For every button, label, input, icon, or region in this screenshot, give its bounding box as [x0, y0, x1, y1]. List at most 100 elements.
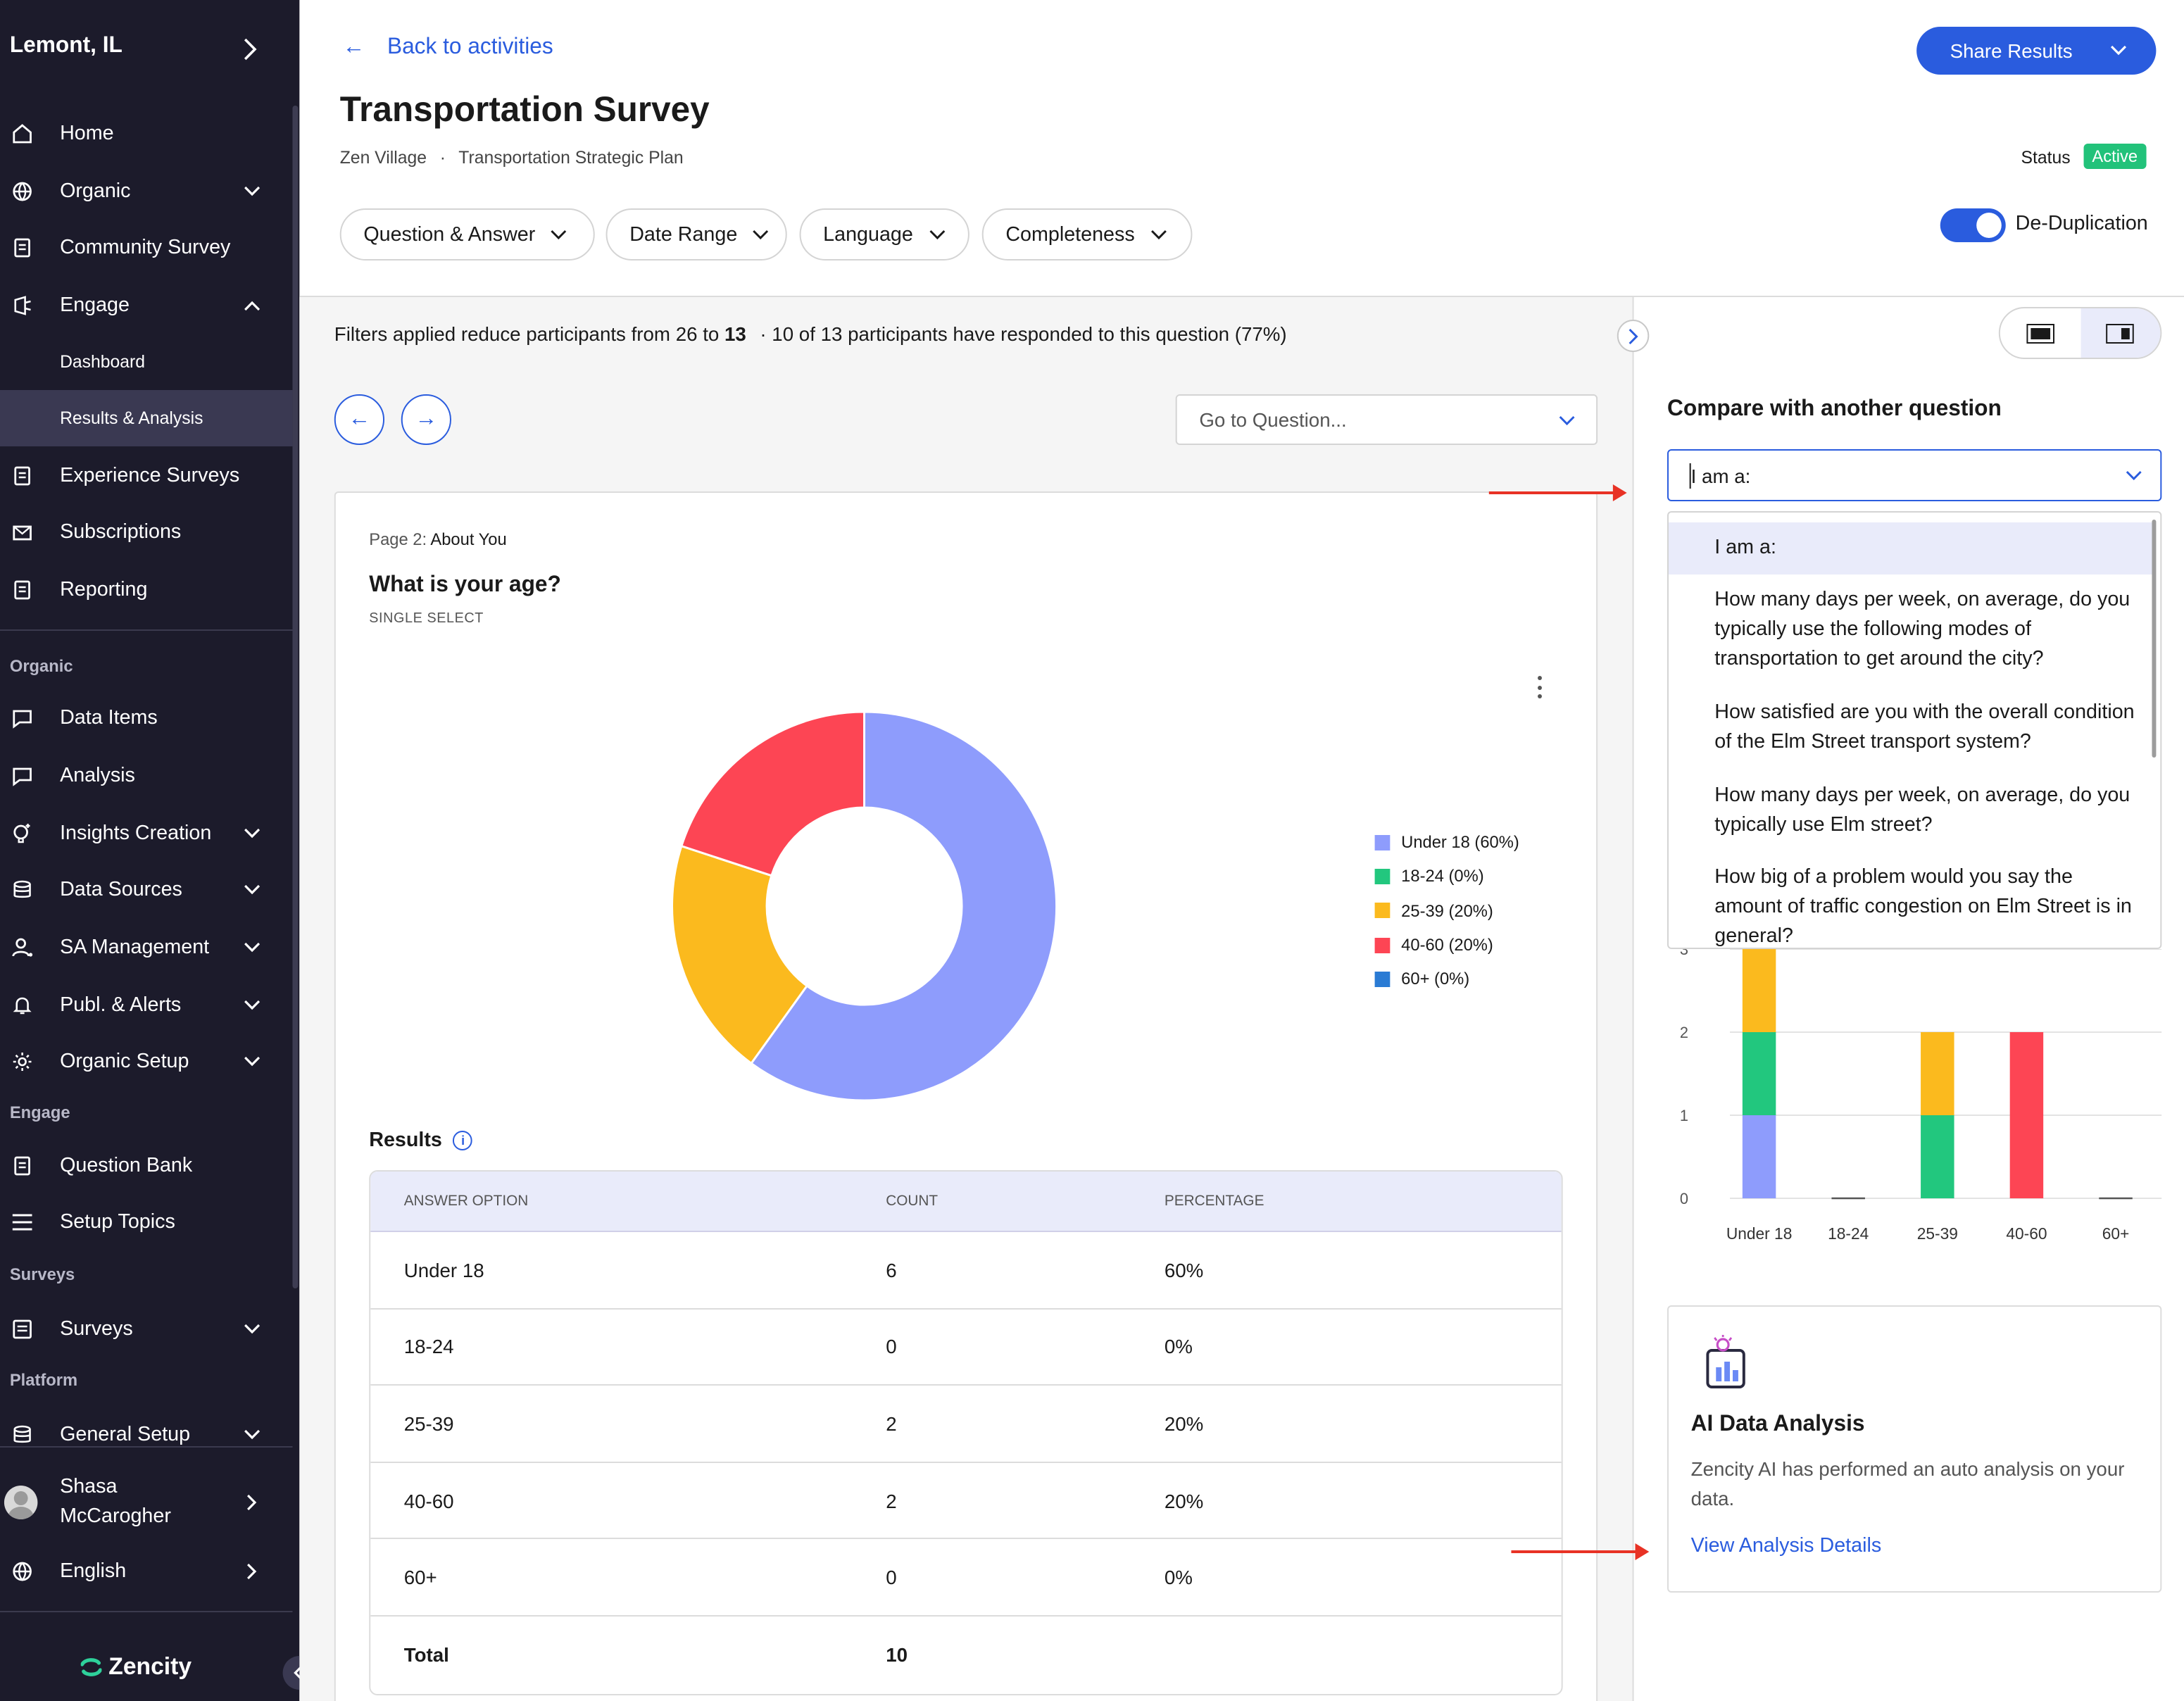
y-tick-label: 2 — [1680, 1024, 1688, 1041]
list-icon — [12, 1214, 32, 1231]
back-label: Back to activities — [387, 35, 553, 59]
go-to-question-select[interactable]: Go to Question... — [1175, 394, 1598, 445]
bar-segment — [1742, 1115, 1776, 1198]
sidebar-item-label: Community Survey — [60, 237, 231, 259]
sidebar-item-organic[interactable]: Organic — [0, 163, 292, 220]
sidebar-item-reporting[interactable]: Reporting — [0, 562, 292, 618]
more-options-icon[interactable] — [1535, 676, 1543, 698]
column-header: COUNT — [886, 1193, 939, 1210]
dropdown-option[interactable]: I am a: — [1669, 522, 2154, 575]
sidebar-item-label: Analysis — [60, 765, 135, 787]
sidebar-item-insights-creation[interactable]: Insights Creation — [0, 805, 292, 862]
sidebar-item-dashboard[interactable]: Dashboard — [60, 352, 146, 372]
zencity-logo-icon — [80, 1658, 102, 1676]
location-name[interactable]: Lemont, IL — [9, 34, 123, 58]
y-tick-label: 1 — [1680, 1107, 1688, 1124]
sidebar-item-setup-topics[interactable]: Setup Topics — [0, 1194, 292, 1250]
legend-item[interactable]: 18-24 (0%) — [1374, 860, 1519, 894]
sidebar-item-data-sources[interactable]: Data Sources — [0, 862, 292, 918]
section-label-surveys: Surveys — [9, 1264, 75, 1284]
chevron-right-icon[interactable] — [241, 37, 258, 62]
table-row: Under 18 6 60% — [370, 1232, 1562, 1310]
section-label-platform: Platform — [9, 1370, 78, 1390]
dropdown-scrollbar[interactable] — [2152, 520, 2157, 758]
language-selector[interactable]: English — [0, 1543, 292, 1600]
sidebar-item-subscriptions[interactable]: Subscriptions — [0, 504, 292, 560]
donut-slice-Under 18[interactable] — [749, 710, 1058, 1102]
breadcrumb-org[interactable]: Zen Village — [339, 148, 427, 168]
dropdown-option[interactable]: How big of a problem would you say the a… — [1714, 866, 2132, 948]
donut-chart — [671, 710, 1058, 1102]
chat-icon — [13, 710, 32, 729]
filter-completeness[interactable]: Completeness — [981, 208, 1193, 261]
panel-collapse-button[interactable] — [1617, 320, 1650, 352]
x-tick-label: 25-39 — [1917, 1224, 1958, 1243]
legend-item[interactable]: 25-39 (20%) — [1374, 893, 1519, 928]
view-full-button[interactable] — [2000, 308, 2081, 358]
globe-icon — [13, 182, 32, 201]
compare-question-select[interactable]: I am a: — [1667, 449, 2162, 501]
sidebar-item-analysis[interactable]: Analysis — [0, 748, 292, 804]
share-label: Share Results — [1950, 39, 2073, 62]
table-total-row: Total 10 — [370, 1617, 1561, 1693]
chevron-up-icon — [244, 301, 261, 311]
sidebar-item-organic-setup[interactable]: Organic Setup — [0, 1034, 292, 1090]
user-menu[interactable]: Shasa McCarogher — [0, 1471, 292, 1533]
sidebar-item-community-survey[interactable]: Community Survey — [0, 220, 292, 276]
column-header: ANSWER OPTION — [403, 1193, 529, 1210]
info-icon[interactable]: i — [453, 1131, 473, 1150]
chat-icon — [13, 767, 32, 786]
sidebar-item-home[interactable]: Home — [0, 106, 292, 162]
breadcrumb-plan[interactable]: Transportation Strategic Plan — [458, 148, 684, 168]
dropdown-option[interactable]: How many days per week, on average, do y… — [1714, 589, 2130, 670]
sidebar-item-results-analysis[interactable]: Results & Analysis — [0, 390, 293, 446]
previous-question-button[interactable]: ← — [334, 394, 385, 445]
arrow-left-icon: ← — [348, 407, 371, 431]
annotation-arrow — [1488, 484, 1627, 501]
back-link[interactable]: ← Back to activities — [343, 35, 553, 61]
compare-dropdown-menu: I am a: How many days per week, on avera… — [1667, 511, 2162, 949]
next-question-button[interactable]: → — [401, 394, 451, 445]
legend-item[interactable]: 40-60 (20%) — [1374, 928, 1519, 962]
filter-language[interactable]: Language — [799, 208, 969, 261]
clipboard-icon — [14, 580, 30, 600]
dropdown-option[interactable]: How satisfied are you with the overall c… — [1714, 701, 2135, 753]
brand-logo: Zencity — [80, 1653, 192, 1681]
filter-summary: Filters applied reduce participants from… — [334, 322, 1287, 345]
chevron-down-icon — [244, 942, 261, 953]
bar-segment — [1921, 1115, 1954, 1198]
table-header: ANSWER OPTION COUNT PERCENTAGE — [370, 1172, 1562, 1232]
filter-date-range[interactable]: Date Range — [605, 208, 787, 261]
donut-slice-40-60[interactable] — [680, 710, 866, 877]
view-split-button[interactable] — [2080, 308, 2161, 358]
share-results-button[interactable]: Share Results — [1916, 27, 2157, 75]
sidebar-item-general-setup[interactable]: General Setup — [0, 1407, 292, 1463]
ai-analysis-card — [1667, 1305, 2162, 1593]
sidebar-item-publ-alerts[interactable]: Publ. & Alerts — [0, 977, 292, 1034]
sidebar-item-surveys[interactable]: Surveys — [0, 1301, 292, 1357]
sidebar-scrollbar[interactable] — [292, 106, 299, 1288]
filter-question-answer[interactable]: Question & Answer — [339, 208, 595, 261]
sidebar-item-question-bank[interactable]: Question Bank — [0, 1138, 292, 1194]
sidebar-item-label: Reporting — [60, 579, 148, 601]
sidebar-item-sa-management[interactable]: SA Management — [0, 919, 292, 976]
dropdown-option[interactable]: How many days per week, on average, do y… — [1714, 784, 2130, 836]
answer-cell: Under 18 — [403, 1258, 484, 1281]
chevron-down-icon — [244, 1324, 261, 1334]
sidebar-item-data-items[interactable]: Data Items — [0, 690, 292, 746]
legend-item[interactable]: 60+ (0%) — [1374, 962, 1519, 996]
y-tick-label: 3 — [1680, 949, 1688, 958]
question-title: What is your age? — [369, 573, 561, 597]
x-tick-label: 40-60 — [2006, 1224, 2047, 1243]
sidebar-item-experience-surveys[interactable]: Experience Surveys — [0, 448, 292, 504]
view-analysis-details-link[interactable]: View Analysis Details — [1690, 1535, 1882, 1557]
donut-slice-25-39[interactable] — [671, 844, 809, 1065]
filter-label: Language — [823, 223, 913, 246]
legend-item[interactable]: Under 18 (60%) — [1374, 825, 1519, 860]
gear-icon — [13, 1053, 32, 1071]
deduplication-toggle[interactable] — [1940, 208, 2006, 242]
total-label: Total — [403, 1643, 449, 1667]
sidebar-item-engage[interactable]: Engage — [0, 277, 292, 334]
compare-bar-chart: 0 1 2 3 Under 18 18-24 25-39 40-60 60+ — [1680, 949, 2162, 1243]
sidebar-item-label: Setup Topics — [60, 1211, 175, 1234]
